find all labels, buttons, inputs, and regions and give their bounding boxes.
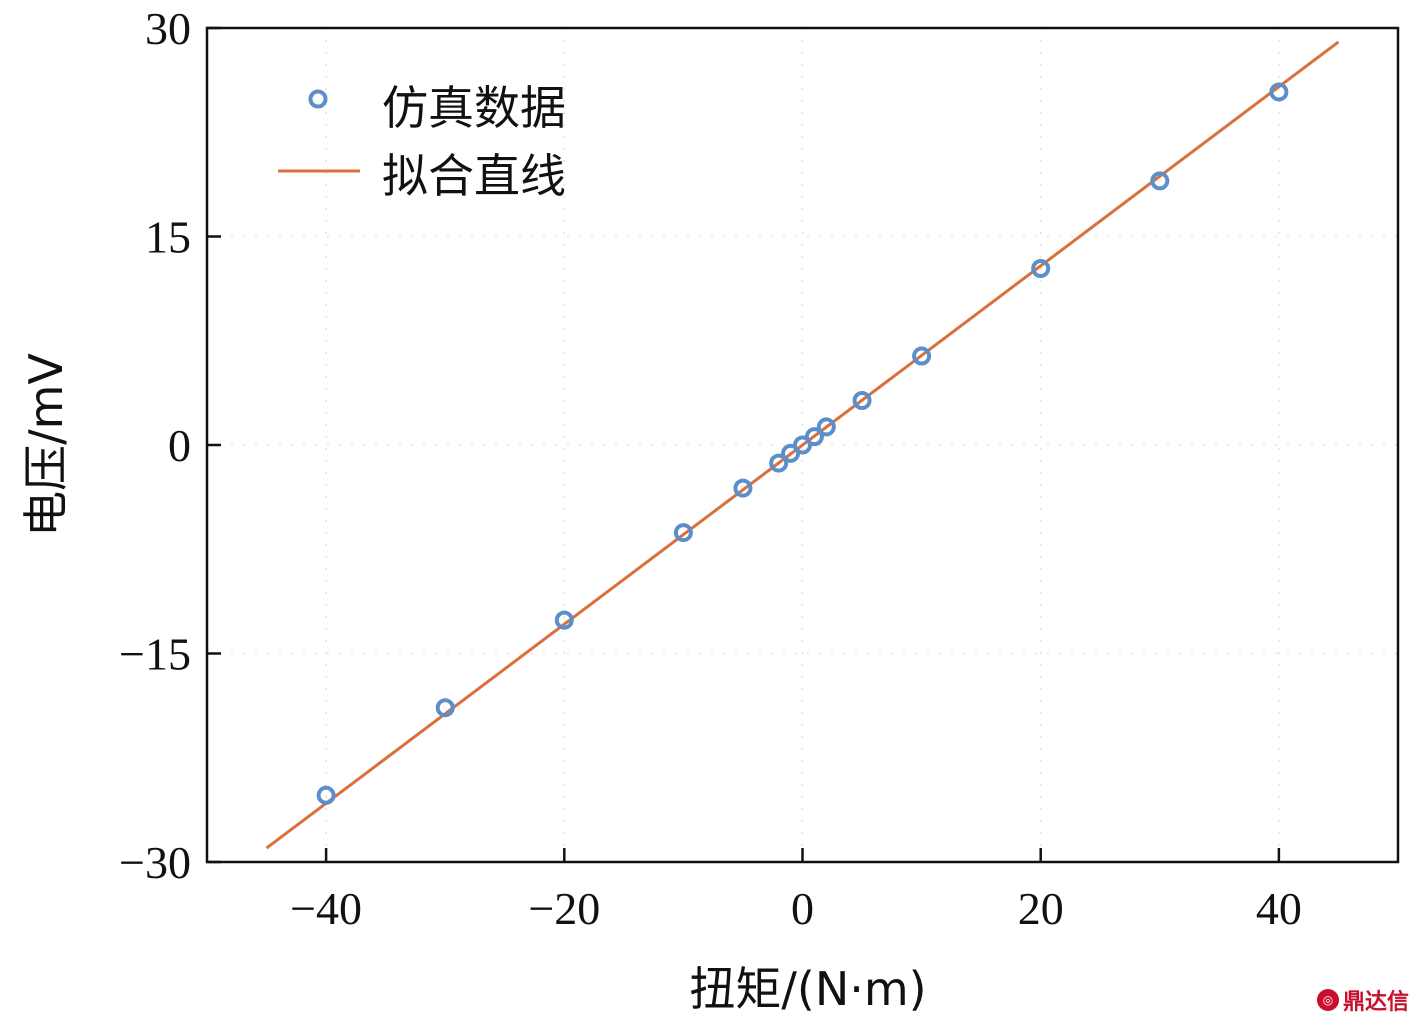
y-tick-label: −30: [119, 837, 191, 888]
legend-label-line: 拟合直线: [382, 149, 566, 203]
y-tick-label: 0: [168, 420, 191, 471]
x-tick-label: 0: [791, 883, 814, 934]
y-tick-label: −15: [119, 629, 191, 680]
data-point: [316, 785, 336, 805]
data-point: [435, 698, 455, 718]
series-layer: [265, 40, 1340, 850]
data-point: [1150, 171, 1170, 191]
data-point: [554, 610, 574, 630]
legend: 仿真数据 拟合直线: [278, 81, 566, 203]
y-tick-label: 15: [145, 212, 191, 263]
data-point: [733, 478, 753, 498]
x-tick-label: −20: [528, 883, 600, 934]
data-point: [912, 346, 932, 366]
data-point: [1269, 82, 1289, 102]
chat-bubble-icon: ◎: [1316, 989, 1339, 1011]
data-point: [769, 453, 789, 473]
x-tick-label: 20: [1018, 883, 1064, 934]
watermark: ◎ 鼎达信: [1316, 984, 1409, 1016]
data-point: [673, 523, 693, 543]
y-axis-title: 电压/mV: [19, 353, 73, 537]
data-point: [1031, 258, 1051, 278]
x-axis-title: 扭矩/(N·m): [689, 962, 926, 1016]
axis-ticks: −40 −20 0 20 40 −30 −15 0 15 30: [119, 3, 1302, 934]
watermark-text: 鼎达信: [1342, 990, 1409, 1015]
x-tick-label: −40: [290, 883, 362, 934]
legend-marker-scatter: [308, 89, 328, 109]
y-tick-label: 30: [145, 3, 191, 54]
x-tick-label: 40: [1256, 883, 1302, 934]
legend-label-scatter: 仿真数据: [382, 81, 566, 135]
data-point: [804, 427, 824, 447]
data-point: [852, 391, 872, 411]
data-point: [816, 417, 836, 437]
